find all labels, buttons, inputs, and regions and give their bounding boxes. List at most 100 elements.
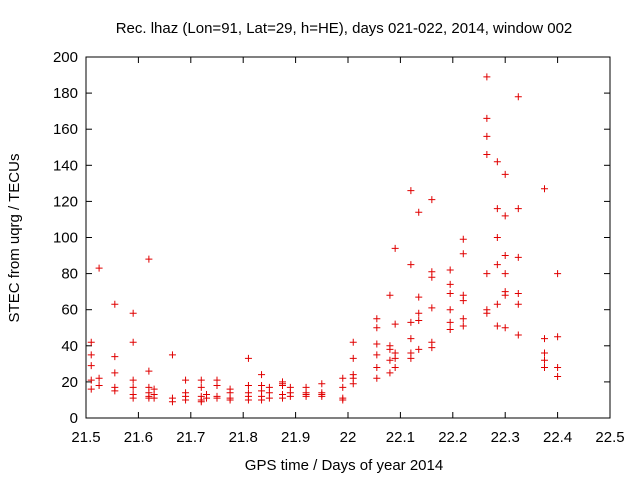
y-tick-label: 160 [53,121,78,138]
data-point [483,114,491,122]
data-point [129,309,137,317]
data-point [446,266,454,274]
y-tick-label: 60 [61,302,78,319]
x-tick-label: 22.2 [438,429,467,446]
data-point [415,309,423,317]
data-point [111,369,119,377]
x-tick-label: 21.7 [176,429,205,446]
y-tick-label: 180 [53,85,78,102]
x-axis-label: GPS time / Days of year 2014 [245,457,443,474]
data-point [501,170,509,178]
data-point [386,356,394,364]
data-point [213,394,221,402]
data-point [554,363,562,371]
data-point [95,374,103,382]
data-point [514,300,522,308]
x-tick-label: 22.4 [543,429,572,446]
data-point [286,392,294,400]
data-point [391,320,399,328]
data-point [514,205,522,213]
data-point [168,351,176,359]
data-point [514,93,522,101]
data-point [391,363,399,371]
data-point [226,396,234,404]
data-point [87,376,95,384]
data-point [407,261,415,269]
y-axis-ticks: 0 20 40 60 80 100 120 140 160 180 200 [53,49,610,427]
data-point [554,333,562,341]
data-point [541,185,548,193]
data-point [318,380,326,388]
data-point [145,255,153,263]
data-point [386,291,394,299]
data-point [493,205,501,213]
data-point [265,394,273,402]
data-point [373,340,381,348]
data-point [459,315,467,323]
data-point [428,304,436,312]
plot-area-frame [85,56,611,419]
data-point [459,322,467,330]
data-point [391,354,399,362]
data-point [428,344,436,352]
x-tick-label: 22 [340,429,357,446]
data-point [279,394,286,402]
data-point [349,354,357,362]
data-points [87,73,562,406]
data-point [446,326,454,334]
data-point [391,244,399,252]
data-point [373,351,381,359]
data-point [258,371,266,379]
data-point [407,187,415,195]
y-tick-label: 80 [61,266,78,283]
data-point [483,150,491,158]
data-point [197,383,205,391]
data-point [95,382,103,390]
y-tick-label: 200 [53,49,78,66]
data-point [501,270,509,278]
data-point [203,394,211,402]
data-point [111,300,119,308]
y-tick-label: 140 [53,157,78,174]
data-point [493,300,501,308]
data-point [87,362,95,370]
data-point [541,363,548,371]
data-point [373,363,381,371]
data-point [501,324,509,332]
data-point [493,234,501,241]
data-point [483,73,491,81]
data-point [446,306,454,314]
y-tick-label: 0 [70,410,78,427]
data-point [111,387,119,395]
data-point [514,331,522,339]
data-point [349,338,357,346]
data-point [501,252,509,260]
data-point [168,398,176,406]
data-point [339,383,347,391]
x-tick-label: 22.5 [595,429,624,446]
data-point [415,345,423,353]
x-tick-label: 21.6 [124,429,153,446]
data-point [182,396,190,404]
data-point [258,396,266,404]
data-point [129,338,137,346]
data-point [129,383,137,391]
data-point [279,382,286,390]
data-point [514,289,522,297]
data-point [428,273,436,281]
data-point [150,394,158,402]
data-point [318,392,326,400]
data-point [407,318,415,326]
data-point [373,324,381,332]
data-point [111,353,119,361]
data-point [373,374,381,382]
data-point [483,132,491,140]
y-tick-label: 100 [53,230,78,247]
data-point [483,309,491,317]
data-point [483,270,491,278]
data-point [95,264,103,272]
x-tick-label: 22.3 [491,429,520,446]
data-point [493,158,501,166]
data-point [541,335,548,343]
